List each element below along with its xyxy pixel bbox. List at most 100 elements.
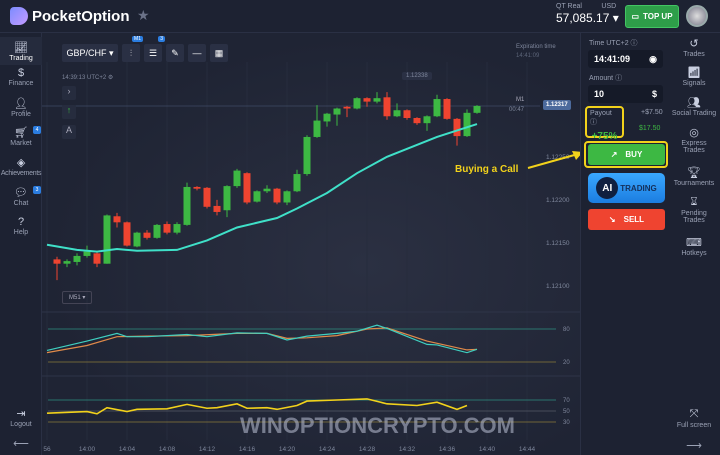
indicators-button[interactable]: ☰ 3 — [144, 36, 165, 62]
sidebar-item-market[interactable]: 🛒︎ Market 4 — [0, 126, 42, 147]
arrow-up-icon[interactable]: ↑ — [62, 105, 76, 119]
fullscreen-button[interactable]: ⤧ Full screen — [673, 408, 715, 429]
moving-average-line — [46, 123, 478, 253]
diamond-icon: ◈ — [16, 157, 26, 169]
bullish-candle — [353, 98, 361, 109]
osc1-fast-line — [46, 324, 478, 354]
expand-arrow-icon[interactable]: ⟶ — [686, 440, 702, 452]
sidebar-item-pending-trades[interactable]: ⌛︎ Pending Trades — [673, 196, 715, 224]
header: PocketOption ★ QT Real USD 57,085.17 ▾ ▭… — [0, 0, 720, 33]
chart-type-button[interactable]: ⫶ M1 — [122, 36, 143, 62]
collapse-arrow-icon[interactable]: ⟵ — [13, 438, 29, 450]
current-price-label: 1.12317 — [543, 100, 571, 110]
bearish-candle — [363, 98, 371, 102]
account-type[interactable]: QT Real USD — [556, 3, 617, 10]
sidebar-item-express-trades[interactable]: ◎ Express Trades — [673, 126, 715, 154]
clock-icon: ◉ — [649, 53, 657, 64]
history-icon: ↺ — [689, 38, 699, 50]
chat-icon: 💬︎ — [14, 187, 28, 199]
ai-trading-button[interactable]: AI TRADING — [588, 173, 665, 203]
expiry-time-field[interactable]: 14:41:09 ◉ — [588, 50, 663, 68]
sidebar-item-trades[interactable]: ↺ Trades — [673, 37, 715, 58]
expand-panel-button[interactable]: › — [62, 86, 76, 100]
bearish-candle — [413, 118, 421, 124]
sidebar-item-tournaments[interactable]: 🏆︎ Tournaments — [670, 166, 718, 187]
line-button[interactable]: — — [188, 44, 206, 62]
user-icon: 👤︎ — [14, 98, 28, 110]
timeframe-select[interactable]: M51 ▾ — [62, 291, 93, 304]
hourglass-icon: ⌛︎ — [690, 196, 698, 208]
dollar-icon: $ — [651, 89, 657, 99]
sell-button[interactable]: ↘ SELL — [588, 209, 665, 230]
balance[interactable]: 57,085.17 ▾ — [556, 11, 619, 25]
bullish-candle — [423, 116, 431, 124]
bearish-candle — [113, 216, 121, 223]
buying-call-annotation: Buying a Call — [455, 164, 519, 175]
time-tick: 56 — [43, 446, 51, 453]
bearish-candle — [93, 253, 101, 264]
bearish-candle — [443, 99, 451, 119]
logo[interactable]: PocketOption — [10, 7, 130, 25]
arrow-down-right-icon: ↘ — [608, 215, 616, 224]
bullish-candle — [183, 186, 191, 225]
time-tick: 14:28 — [359, 446, 376, 453]
sidebar-item-social-trading[interactable]: 👥︎ Social Trading — [668, 96, 720, 117]
osc1-slow-line — [46, 327, 478, 354]
drawing-button[interactable]: ✎ — [166, 44, 184, 62]
sidebar-item-trading[interactable]: 📈︎ Trading — [0, 37, 42, 65]
logout-icon: ⇥ — [16, 408, 26, 420]
asset-selector[interactable]: GBP/CHF ▾ — [62, 44, 118, 62]
bullish-candle — [223, 186, 231, 211]
watermark: WINOPTIONCRYPTO.COM — [240, 413, 515, 438]
avatar[interactable] — [686, 5, 708, 27]
payout-total: $17.50 — [639, 125, 661, 132]
expiration-value: 14:41:09 — [516, 53, 540, 59]
right-sidebar: ↺ Trades 📶︎ Signals 👥︎ Social Trading ◎ Expr… — [668, 33, 720, 455]
time-tick: 14:20 — [279, 446, 296, 453]
buy-highlight — [584, 141, 668, 168]
time-tick: 14:32 — [399, 446, 416, 453]
sidebar-item-finance[interactable]: $ Finance — [0, 67, 42, 87]
sidebar-item-hotkeys[interactable]: ⌨ Hotkeys — [673, 236, 715, 257]
users-icon: 👥︎ — [687, 97, 701, 109]
amount-label: Amount ⓘ — [589, 75, 623, 82]
brush-icon: ✎ — [171, 47, 179, 58]
text-tool-icon[interactable]: A — [62, 125, 76, 139]
logout-button[interactable]: ⇥ Logout — [0, 407, 42, 428]
top-up-button[interactable]: ▭ TOP UP — [625, 5, 679, 28]
favorite-star-icon[interactable]: ★ — [137, 7, 150, 23]
buy-button[interactable]: ↗ BUY — [588, 144, 665, 165]
sidebar-item-achievements[interactable]: ◈ Achievements — [0, 157, 42, 177]
bullish-candle — [293, 174, 301, 192]
bullish-candle — [283, 191, 291, 203]
layout-button[interactable]: ▦ — [210, 44, 228, 62]
bullish-candle — [393, 110, 401, 117]
sidebar-item-signals[interactable]: 📶︎ Signals — [673, 66, 715, 87]
chat-badge: 3 — [33, 186, 41, 194]
time-tick: 14:00 — [79, 446, 96, 453]
bearish-candle — [163, 224, 171, 233]
bullish-candle — [153, 224, 161, 238]
sidebar-item-help[interactable]: ? Help — [0, 216, 42, 236]
bullish-candle — [473, 105, 481, 113]
bullish-candle — [133, 232, 141, 247]
bearish-candle — [193, 186, 201, 189]
sidebar-item-profile[interactable]: 👤︎ Profile — [0, 97, 42, 118]
fullscreen-icon: ⤧ — [689, 408, 699, 420]
cart-icon: 🛒︎ — [14, 127, 28, 139]
wallet-icon: ▭ — [631, 12, 640, 21]
trophy-icon: 🏆︎ — [687, 167, 701, 179]
time-tick: 14:40 — [479, 446, 496, 453]
price-tick: 1.12250 — [546, 154, 570, 161]
trade-panel: Time UTC+2 ⓘ 14:41:09 ◉ Amount ⓘ 10 $ +$7.… — [580, 33, 668, 455]
amount-field[interactable]: 10 $ — [588, 85, 663, 103]
chart-area[interactable] — [42, 33, 580, 455]
osc1-level-label: 20 — [563, 360, 570, 366]
time-tick: 14:08 — [159, 446, 176, 453]
express-icon: ◎ — [689, 127, 699, 139]
osc2-line — [46, 398, 468, 415]
sidebar-item-chat[interactable]: 💬︎ Chat 3 — [0, 186, 42, 207]
payout-percent: +75% — [591, 131, 618, 142]
osc2-level-label: 50 — [563, 409, 570, 415]
